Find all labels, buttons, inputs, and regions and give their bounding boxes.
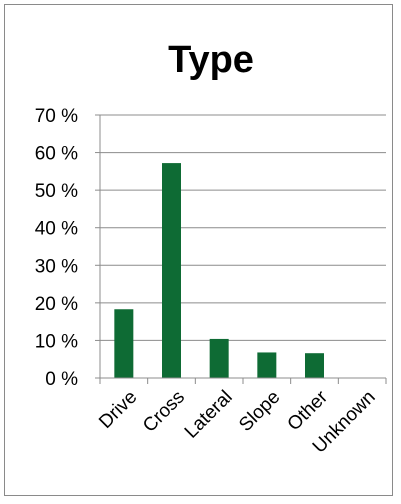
y-axis-ticks: 0 % 10 % 20 % 30 % 40 % 50 % 60 % 70 % <box>35 106 100 390</box>
bar-cross <box>162 163 181 378</box>
bar-slope <box>257 352 277 378</box>
y-tick-label: 40 % <box>35 219 78 240</box>
gridlines <box>100 114 386 341</box>
y-tick-label: 50 % <box>35 181 78 202</box>
x-tick-label: Lateral <box>181 387 237 443</box>
bar-drive <box>114 309 134 378</box>
bar-lateral <box>209 338 229 378</box>
chart-title: Type <box>168 39 254 81</box>
x-axis <box>99 115 387 384</box>
y-tick-label: 70 % <box>35 106 78 127</box>
y-tick-label: 20 % <box>35 294 78 315</box>
x-tick-label: Drive <box>95 387 141 433</box>
y-tick-label: 10 % <box>35 331 78 352</box>
y-tick-label: 0 % <box>45 369 78 390</box>
y-tick-label: 60 % <box>35 144 78 165</box>
bars <box>114 163 324 378</box>
bar-other <box>305 353 324 378</box>
y-tick-label: 30 % <box>35 256 78 277</box>
x-tick-label: Slope <box>235 387 284 436</box>
chart-frame <box>4 4 393 496</box>
